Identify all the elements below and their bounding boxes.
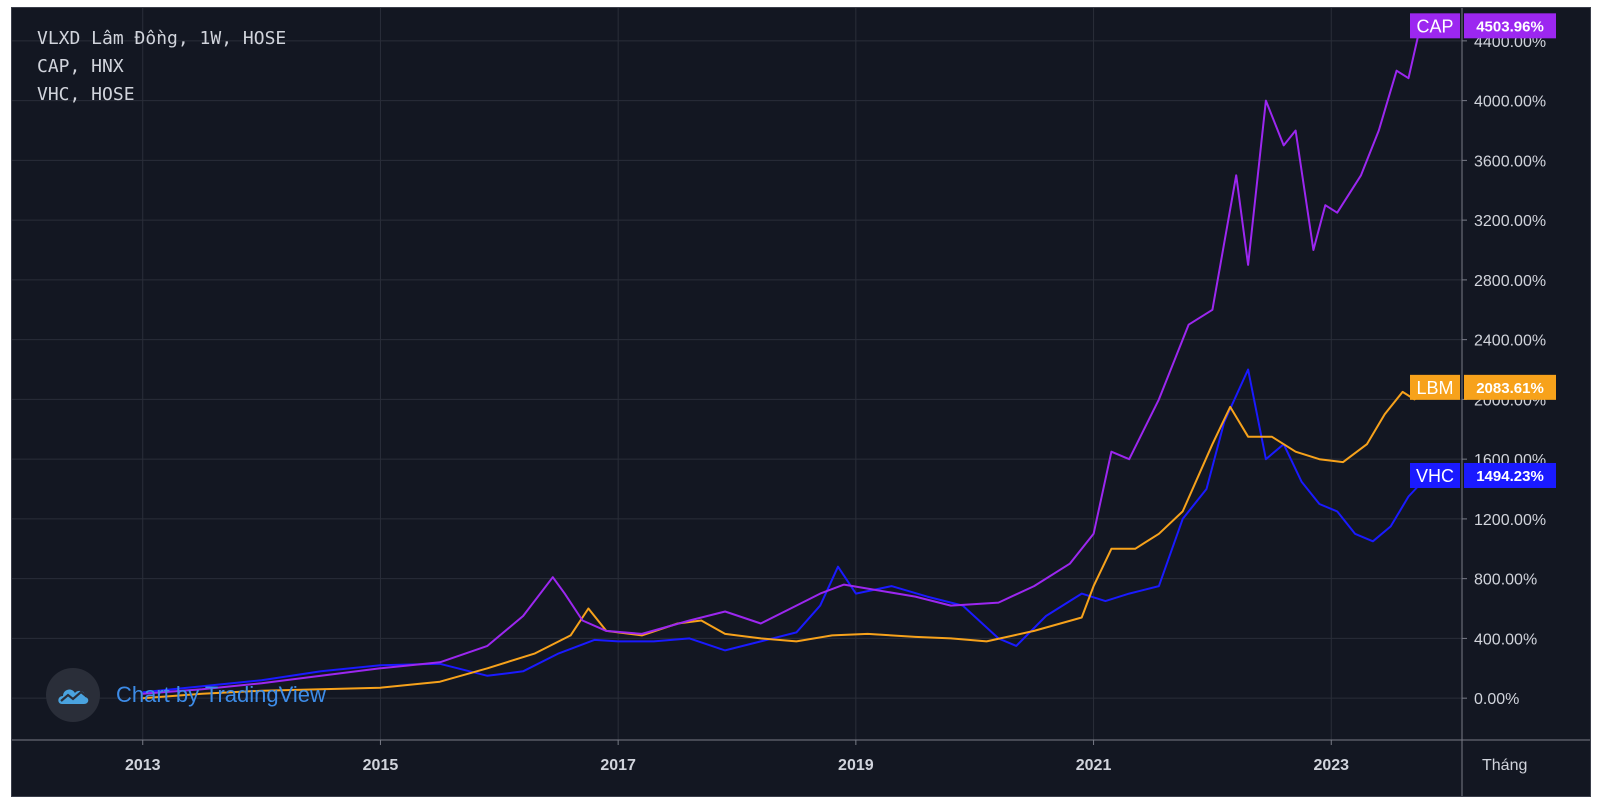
badge-name-vhc: VHC <box>1416 466 1454 486</box>
badge-value-bg-cap <box>1464 13 1556 39</box>
chart-frame: 0.00% 400.00% 800.00% 1200.00% 1600.00% 2000.… <box>11 7 1591 797</box>
tradingview-watermark[interactable]: Chart by TradingView <box>46 668 326 722</box>
y-tick-label: 800.00% <box>1474 572 1537 589</box>
chart-plot[interactable]: 0.00%400.00%800.00%1200.00%1600.00%2000.… <box>12 8 1590 796</box>
y-tick-label: 4000.00% <box>1474 94 1546 111</box>
series-line-cap[interactable] <box>142 24 1429 695</box>
legend-cap-symbol: CAP, HNX <box>37 56 124 77</box>
legend-main-symbol: VLXD Lâm Đồng, 1W, HOSE <box>37 28 287 49</box>
x-tick-label: 2021 <box>1076 757 1112 774</box>
badge-name-cap: CAP <box>1416 16 1453 36</box>
x-tick-label: 2017 <box>600 757 636 774</box>
x-tick-label: 2019 <box>838 757 874 774</box>
watermark-text: Chart by TradingView <box>116 682 326 707</box>
y-tick-label: 3600.00% <box>1474 153 1546 170</box>
y-tick-label: 2800.00% <box>1474 273 1546 290</box>
x-tick-label: 2015 <box>363 757 399 774</box>
badge-name-lbm: LBM <box>1416 378 1453 398</box>
y-tick-label: 2400.00% <box>1474 333 1546 350</box>
series-line-lbm[interactable] <box>142 386 1430 700</box>
badge-name-bg-lbm <box>1410 374 1460 400</box>
badge-value-vhc: 1494.23% <box>1476 468 1544 485</box>
y-tick-label: 0.00% <box>1474 691 1519 708</box>
badge-value-bg-lbm <box>1464 374 1556 400</box>
y-tick-label: 3200.00% <box>1474 213 1546 230</box>
badge-name-bg-vhc <box>1410 462 1460 488</box>
badge-value-bg-vhc <box>1464 462 1556 488</box>
y-tick-label: 1200.00% <box>1474 512 1546 529</box>
x-tick-label: 2023 <box>1313 757 1349 774</box>
badge-name-bg-cap <box>1410 13 1460 39</box>
x-tick-label: 2013 <box>125 757 161 774</box>
x-axis-unit-label: Tháng <box>1482 757 1527 774</box>
badge-value-cap: 4503.96% <box>1476 18 1544 35</box>
tradingview-cloud-icon <box>46 668 100 722</box>
badge-value-lbm: 2083.61% <box>1476 380 1544 397</box>
y-tick-label: 400.00% <box>1474 631 1537 648</box>
legend-vhc-symbol: VHC, HOSE <box>37 84 135 105</box>
